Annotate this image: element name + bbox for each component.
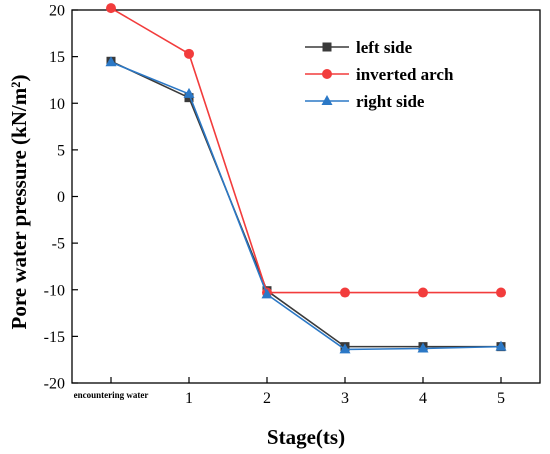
x-tick-label: 3 xyxy=(341,390,349,407)
series-line xyxy=(110,61,502,351)
y-tick-label: -20 xyxy=(44,376,65,393)
data-point xyxy=(418,287,428,298)
legend: left side inverted arch right side xyxy=(305,38,454,111)
data-point xyxy=(184,48,194,59)
x-tick-label: 4 xyxy=(419,390,427,407)
data-point xyxy=(106,3,116,14)
x-tick-label: encountering water xyxy=(74,390,149,400)
data-point xyxy=(495,340,507,351)
legend-label: right side xyxy=(356,92,425,111)
series-group xyxy=(105,3,507,354)
legend-label: left side xyxy=(356,38,413,57)
legend-item: left side xyxy=(305,38,413,57)
data-point xyxy=(183,87,195,98)
series-line xyxy=(110,60,501,348)
series-line xyxy=(110,7,501,294)
x-tick-label: 2 xyxy=(263,390,271,407)
data-point xyxy=(496,287,506,298)
y-axis-title: Pore water pressure (kN/m²) xyxy=(7,75,31,330)
y-tick-label: -15 xyxy=(44,329,65,346)
y-tick-label: -5 xyxy=(52,236,65,253)
y-tick-label: -10 xyxy=(44,282,65,299)
plot-border xyxy=(71,9,541,384)
y-tick-label: 10 xyxy=(49,96,65,113)
data-point xyxy=(105,56,117,67)
legend-marker xyxy=(321,95,333,105)
legend-marker xyxy=(322,69,332,79)
series-right-side xyxy=(105,56,507,354)
data-point xyxy=(339,343,351,354)
data-point xyxy=(340,287,350,298)
x-tick-label: 5 xyxy=(497,390,505,407)
x-tick-label: 1 xyxy=(185,390,193,407)
y-tick-label: 20 xyxy=(49,3,65,20)
legend-label: inverted arch xyxy=(356,65,454,84)
data-point xyxy=(261,288,273,299)
y-tick-label: 0 xyxy=(57,189,65,206)
data-point xyxy=(417,342,429,353)
y-tick-label: 5 xyxy=(57,142,65,159)
legend-item: right side xyxy=(305,92,425,111)
x-axis-title: Stage(ts) xyxy=(267,425,345,449)
y-tick-label: 15 xyxy=(49,49,65,66)
legend-item: inverted arch xyxy=(305,65,454,84)
plot-frame xyxy=(71,9,541,384)
y-axis: -20 -15 -10 -5 0 5 10 15 20 xyxy=(44,3,78,393)
legend-marker xyxy=(322,42,332,52)
x-axis: encountering water 1 2 3 4 5 xyxy=(74,377,505,407)
